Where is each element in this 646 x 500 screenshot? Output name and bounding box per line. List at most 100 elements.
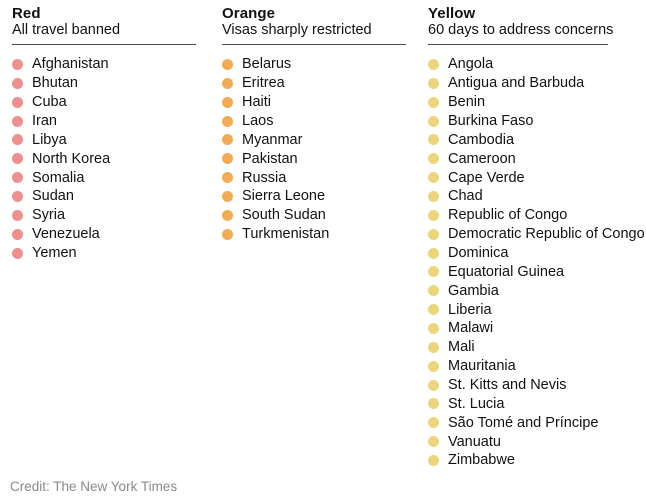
- category-dot-icon: [428, 341, 439, 353]
- country-list-orange: Belarus Eritrea Haiti Laos Myanmar Pakistan Ru…: [222, 55, 428, 244]
- category-dot-icon: [428, 96, 439, 108]
- category-dot-icon: [222, 172, 233, 184]
- country-name: Sudan: [32, 188, 74, 205]
- country-name: Belarus: [242, 56, 292, 73]
- country-name: Mali: [448, 339, 475, 356]
- country-list-item: South Sudan: [222, 206, 428, 225]
- category-title-orange: Orange: [222, 5, 276, 22]
- category-subtitle-yellow: 60 days to address concerns: [428, 22, 614, 38]
- country-list-yellow: Angola Antigua and Barbuda Benin Burkina Fa…: [428, 55, 646, 470]
- category-dot-icon: [222, 115, 233, 127]
- country-list-item: Libya: [12, 130, 222, 149]
- category-dot-icon: [222, 77, 233, 89]
- country-list-item: São Tomé and Príncipe: [428, 413, 646, 432]
- country-list-item: Iran: [12, 112, 222, 131]
- country-list-item: Cuba: [12, 93, 222, 112]
- country-list-item: Angola: [428, 55, 646, 74]
- category-dot-icon: [12, 77, 23, 89]
- category-subtitle-orange: Visas sharply restricted: [222, 22, 372, 38]
- column-yellow: Yellow 60 days to address concerns Angol…: [428, 5, 646, 470]
- country-list-item: Antigua and Barbuda: [428, 74, 646, 93]
- category-dot-icon: [222, 190, 233, 202]
- country-name: Turkmenistan: [242, 226, 330, 243]
- country-list-item: Dominica: [428, 244, 646, 263]
- country-name: Democratic Republic of Congo: [448, 226, 645, 243]
- category-dot-icon: [12, 96, 23, 108]
- country-list-item: Democratic Republic of Congo: [428, 225, 646, 244]
- category-dot-icon: [428, 134, 439, 146]
- country-name: Sierra Leone: [242, 188, 326, 205]
- category-dot-icon: [428, 209, 439, 221]
- country-name: Somalia: [32, 169, 85, 186]
- category-dot-icon: [12, 134, 23, 146]
- category-dot-icon: [428, 304, 439, 316]
- category-dot-icon: [12, 190, 23, 202]
- country-name: Haiti: [242, 94, 272, 111]
- country-name: Venezuela: [32, 226, 100, 243]
- category-dot-icon: [222, 96, 233, 108]
- category-dot-icon: [428, 379, 439, 391]
- country-list-item: Republic of Congo: [428, 206, 646, 225]
- country-list-item: Eritrea: [222, 74, 428, 93]
- column-orange: Orange Visas sharply restricted Belarus E…: [222, 5, 428, 470]
- category-dot-icon: [428, 153, 439, 165]
- country-name: Yemen: [32, 245, 77, 262]
- country-name: Burkina Faso: [448, 113, 534, 129]
- country-name: Chad: [448, 188, 483, 205]
- country-list-item: Myanmar: [222, 130, 428, 149]
- country-list-item: Benin: [428, 93, 646, 112]
- country-name: North Korea: [32, 150, 111, 167]
- category-dot-icon: [222, 228, 233, 240]
- country-name: Laos: [242, 113, 274, 129]
- country-list-item: Pakistan: [222, 149, 428, 168]
- country-list-item: Belarus: [222, 55, 428, 74]
- country-name: South Sudan: [242, 207, 326, 224]
- category-dot-icon: [428, 172, 439, 184]
- category-dot-icon: [428, 360, 439, 372]
- country-name: Dominica: [448, 245, 509, 262]
- country-list-item: Cameroon: [428, 149, 646, 168]
- category-dot-icon: [428, 115, 439, 127]
- country-list-item: Mali: [428, 338, 646, 357]
- category-dot-icon: [12, 153, 23, 165]
- category-dot-icon: [12, 115, 23, 127]
- category-dot-icon: [428, 190, 439, 202]
- country-list-item: Malawi: [428, 319, 646, 338]
- header-rule: [428, 44, 608, 45]
- country-name: Zimbabwe: [448, 452, 515, 469]
- country-list-item: North Korea: [12, 149, 222, 168]
- country-list-item: Afghanistan: [12, 55, 222, 74]
- country-list-item: Bhutan: [12, 74, 222, 93]
- country-list-item: Gambia: [428, 281, 646, 300]
- country-name: Mauritania: [448, 358, 516, 375]
- country-list-item: Cape Verde: [428, 168, 646, 187]
- country-name: Antigua and Barbuda: [448, 75, 585, 92]
- category-dot-icon: [12, 172, 23, 184]
- country-list-item: Mauritania: [428, 357, 646, 376]
- country-name: Malawi: [448, 320, 494, 337]
- category-dot-icon: [222, 134, 233, 146]
- header-rule: [222, 44, 406, 45]
- country-name: Republic of Congo: [448, 207, 568, 224]
- category-dot-icon: [428, 77, 439, 89]
- country-name: Myanmar: [242, 131, 303, 148]
- category-subtitle-red: All travel banned: [12, 22, 121, 38]
- country-list-item: Laos: [222, 112, 428, 131]
- category-dot-icon: [428, 398, 439, 410]
- category-dot-icon: [428, 436, 439, 448]
- country-name: Libya: [32, 131, 67, 148]
- country-list-item: Turkmenistan: [222, 225, 428, 244]
- category-dot-icon: [428, 417, 439, 429]
- country-name: Cuba: [32, 94, 67, 111]
- category-dot-icon: [12, 209, 23, 221]
- country-name: Bhutan: [32, 75, 78, 92]
- header-rule: [12, 44, 196, 45]
- country-list-item: Haiti: [222, 93, 428, 112]
- country-name: Cape Verde: [448, 169, 525, 186]
- category-dot-icon: [12, 247, 23, 259]
- country-list-item: Syria: [12, 206, 222, 225]
- category-dot-icon: [428, 266, 439, 278]
- country-name: Gambia: [448, 282, 499, 299]
- country-name: Benin: [448, 94, 486, 111]
- category-dot-icon: [428, 454, 439, 466]
